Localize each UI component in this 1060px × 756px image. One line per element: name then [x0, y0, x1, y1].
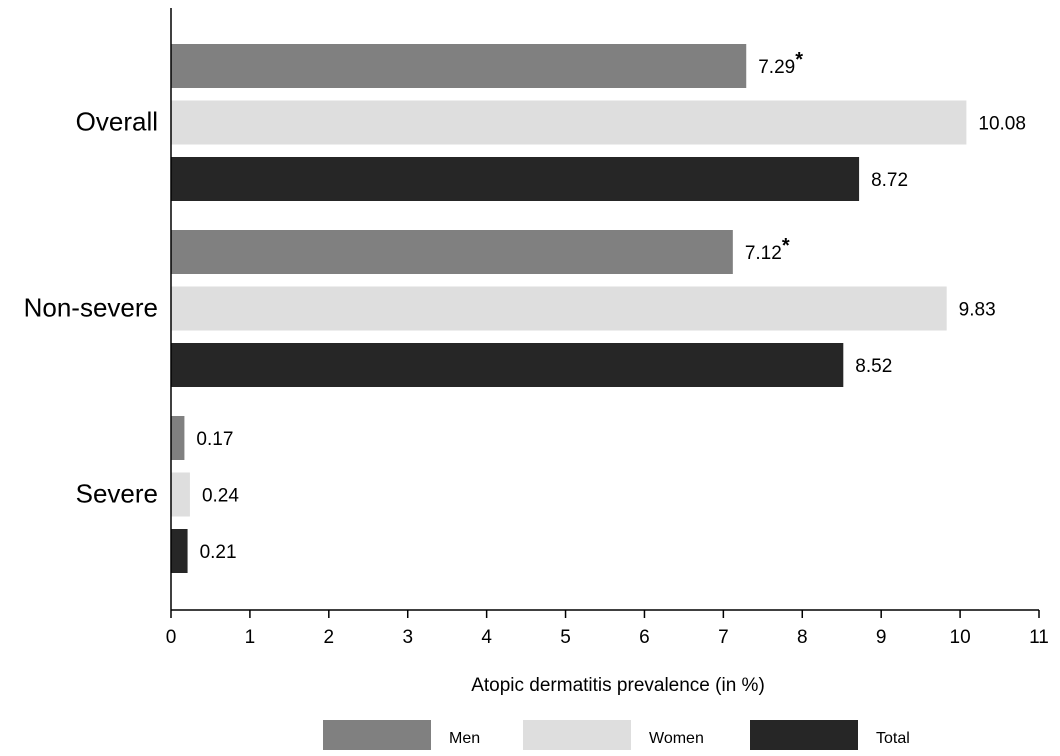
bar-severe-total — [171, 529, 188, 573]
x-tick-label-0: 0 — [166, 627, 177, 648]
bar-overall-men — [171, 44, 747, 88]
bar-overall-total — [171, 157, 860, 201]
x-tick-label-4: 4 — [481, 627, 492, 648]
x-tick-label-3: 3 — [402, 627, 413, 648]
legend-swatch-men — [323, 720, 431, 750]
category-label-severe: Severe — [76, 479, 158, 509]
legend-label-total: Total — [876, 730, 910, 747]
bar-non-severe-men — [171, 230, 733, 274]
value-label-overall-women: 10.08 — [978, 114, 1026, 135]
significance-marker: * — [795, 49, 803, 71]
bar-non-severe-women — [171, 286, 947, 331]
value-label-severe-women: 0.24 — [202, 486, 239, 507]
x-tick-label-1: 1 — [245, 627, 256, 648]
value-label-non-severe-men: 7.12* — [745, 235, 790, 264]
significance-marker: * — [782, 235, 790, 257]
category-label-non-severe: Non-severe — [24, 293, 158, 323]
bar-severe-women — [171, 472, 190, 517]
x-tick-label-5: 5 — [560, 627, 571, 648]
x-tick-label-2: 2 — [324, 627, 335, 648]
value-label-severe-total: 0.21 — [200, 542, 237, 563]
category-label-overall: Overall — [76, 107, 158, 137]
x-tick-label-11: 11 — [1029, 627, 1049, 648]
legend-label-women: Women — [649, 730, 704, 747]
x-tick-label-8: 8 — [797, 627, 808, 648]
legend-swatch-total — [750, 720, 858, 750]
legend-item-men: Men — [323, 720, 480, 750]
value-label-overall-men: 7.29* — [758, 49, 803, 78]
bar-severe-men — [171, 416, 185, 460]
x-tick-label-7: 7 — [718, 627, 729, 648]
legend-item-total: Total — [750, 720, 910, 750]
legend-swatch-women — [523, 720, 631, 750]
x-tick-label-9: 9 — [876, 627, 887, 648]
value-label-non-severe-women: 9.83 — [959, 300, 996, 321]
x-axis-title: Atopic dermatitis prevalence (in %) — [471, 675, 765, 696]
value-label-overall-total: 8.72 — [871, 170, 908, 191]
value-label-severe-men: 0.17 — [196, 429, 233, 450]
legend-label-men: Men — [449, 730, 480, 747]
bar-non-severe-total — [171, 343, 844, 387]
value-label-non-severe-total: 8.52 — [855, 356, 892, 377]
bar-overall-women — [171, 100, 967, 145]
x-tick-label-6: 6 — [639, 627, 650, 648]
x-tick-label-10: 10 — [950, 627, 971, 648]
legend-item-women: Women — [523, 720, 704, 750]
